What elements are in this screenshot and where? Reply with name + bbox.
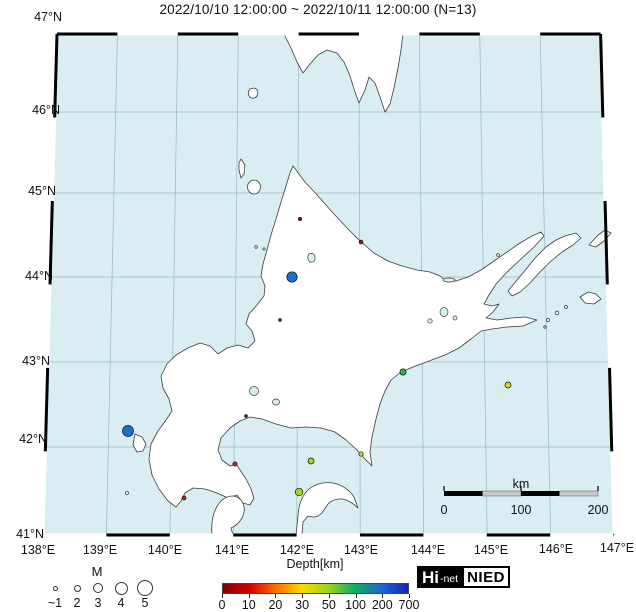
longitude-label: 144°E: [410, 543, 446, 557]
depth-tick-mark: [248, 594, 250, 598]
hinet-logo-net: -net: [440, 572, 459, 585]
depth-tick-label: 200: [371, 598, 393, 612]
longitude-label: 145°E: [473, 543, 509, 557]
longitude-label: 143°E: [343, 543, 379, 557]
magnitude-legend-circle: [114, 581, 128, 595]
hokkaido-island: [148, 165, 545, 508]
earthquake-marker: [181, 495, 187, 501]
longitude-label: 142°E: [279, 543, 315, 557]
depth-legend-title: Depth[km]: [286, 557, 344, 571]
depth-tick-mark: [222, 594, 223, 598]
depth-tick-mark: [408, 594, 410, 598]
longitude-label: 146°E: [538, 542, 574, 556]
depth-tick-label: 10: [241, 598, 256, 612]
rishiri-island: [247, 179, 261, 195]
magnitude-legend-circle: [93, 583, 103, 593]
shikotan-island: [579, 291, 602, 305]
nied-logo-box: NIED: [462, 566, 510, 588]
earthquake-marker: [399, 368, 407, 376]
depth-tick-label: 0: [218, 598, 226, 612]
latitude-label: 46°N: [32, 103, 60, 117]
depth-tick-mark: [355, 594, 357, 598]
earthquake-marker: [244, 414, 248, 418]
earthquake-marker: [358, 239, 364, 245]
scale-unit-label: km: [512, 477, 530, 491]
depth-colorbar: [222, 583, 409, 594]
depth-tick-mark: [302, 594, 304, 598]
depth-tick-mark: [275, 594, 277, 598]
earthquake-marker: [286, 271, 298, 283]
earthquake-marker: [358, 451, 364, 457]
latitude-label: 47°N: [34, 10, 62, 24]
longitude-label: 140°E: [147, 543, 183, 557]
latitude-label: 44°N: [25, 269, 53, 283]
magnitude-legend-label: 5: [141, 596, 149, 610]
rebun-island: [238, 158, 246, 179]
earthquake-marker: [504, 381, 512, 389]
magnitude-legend-label: 4: [117, 596, 125, 610]
longitude-label: 147°E: [599, 541, 635, 555]
depth-tick-label: 20: [268, 598, 283, 612]
scale-tick-label: 200: [587, 503, 609, 517]
depth-tick-mark: [328, 594, 330, 598]
magnitude-legend-label: ~1: [47, 596, 63, 610]
depth-tick-label: 100: [345, 598, 366, 612]
magnitude-legend-circle: [52, 585, 58, 591]
hinet-nied-logo[interactable]: Hi -net NIED: [417, 566, 510, 588]
moneron-island: [247, 87, 259, 99]
scale-tick-label: 100: [510, 503, 532, 517]
longitude-label: 138°E: [20, 543, 56, 557]
magnitude-legend-label: 3: [94, 596, 102, 610]
depth-tick-label: 50: [321, 598, 336, 612]
earthquake-marker: [297, 216, 303, 222]
earthquake-marker: [294, 487, 304, 497]
depth-tick-label: 30: [295, 598, 310, 612]
latitude-label: 42°N: [19, 432, 47, 446]
longitude-label: 139°E: [82, 543, 118, 557]
depth-tick-mark: [382, 594, 384, 598]
sakhalin-island: [283, 33, 404, 113]
longitude-label: 141°E: [214, 543, 250, 557]
earthquake-marker: [278, 318, 282, 322]
earthquake-markers: [122, 216, 512, 501]
okushiri-island: [132, 433, 147, 453]
latitude-label: 41°N: [16, 527, 44, 541]
kunashiri-island: [507, 232, 582, 297]
earthquake-marker: [232, 461, 238, 467]
earthquake-marker: [307, 457, 315, 465]
lakes: [249, 253, 458, 406]
map-title: 2022/10/10 12:00:00 ~ 2022/10/11 12:00:0…: [159, 2, 477, 17]
latitude-label: 45°N: [28, 184, 56, 198]
magnitude-legend-circle: [137, 580, 153, 596]
latitude-label: 43°N: [22, 354, 50, 368]
hinet-logo-box: Hi -net: [417, 566, 463, 588]
hinet-logo-hi: Hi: [422, 567, 439, 587]
map-frame: [41, 32, 616, 537]
magnitude-legend-label: 2: [73, 596, 81, 610]
depth-tick-label: 700: [398, 598, 420, 612]
scale-bar: [443, 486, 599, 497]
magnitude-legend-title: M: [91, 564, 103, 579]
scale-tick-label: 0: [440, 503, 448, 517]
honshu-tsugaru: [211, 495, 245, 536]
honshu-shimokita: [295, 482, 359, 536]
earthquake-marker: [122, 425, 134, 437]
coastlines: [125, 33, 612, 536]
magnitude-legend-circle: [73, 584, 81, 592]
